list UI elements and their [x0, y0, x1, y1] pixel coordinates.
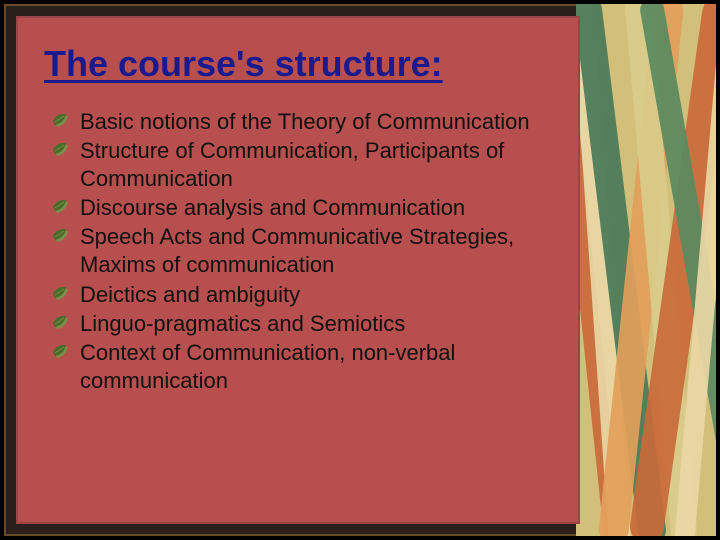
slide-content: The course's structure: Basic notions of…: [16, 16, 580, 524]
list-item-text: Linguo-pragmatics and Semiotics: [80, 311, 405, 336]
decorative-side-strip: [576, 4, 716, 536]
leaf-icon: [50, 111, 70, 131]
list-item-text: Discourse analysis and Communication: [80, 195, 465, 220]
leaf-icon: [50, 226, 70, 246]
leaf-icon: [50, 197, 70, 217]
leaf-icon: [50, 342, 70, 362]
list-item: Discourse analysis and Communication: [50, 194, 560, 222]
bullet-list: Basic notions of the Theory of Communica…: [44, 108, 560, 396]
list-item: Structure of Communication, Participants…: [50, 137, 560, 193]
leaf-icon: [50, 140, 70, 160]
presentation-slide: The course's structure: Basic notions of…: [0, 0, 720, 540]
list-item-text: Structure of Communication, Participants…: [80, 138, 504, 191]
list-item-text: Context of Communication, non-verbal com…: [80, 340, 455, 393]
leaf-icon: [50, 313, 70, 333]
list-item: Deictics and ambiguity: [50, 281, 560, 309]
list-item: Basic notions of the Theory of Communica…: [50, 108, 560, 136]
list-item: Linguo-pragmatics and Semiotics: [50, 310, 560, 338]
list-item-text: Deictics and ambiguity: [80, 282, 300, 307]
list-item-text: Basic notions of the Theory of Communica…: [80, 109, 530, 134]
slide-title: The course's structure:: [44, 44, 560, 84]
list-item: Context of Communication, non-verbal com…: [50, 339, 560, 395]
leaf-icon: [50, 284, 70, 304]
list-item: Speech Acts and Communicative Strategies…: [50, 223, 560, 279]
list-item-text: Speech Acts and Communicative Strategies…: [80, 224, 514, 277]
